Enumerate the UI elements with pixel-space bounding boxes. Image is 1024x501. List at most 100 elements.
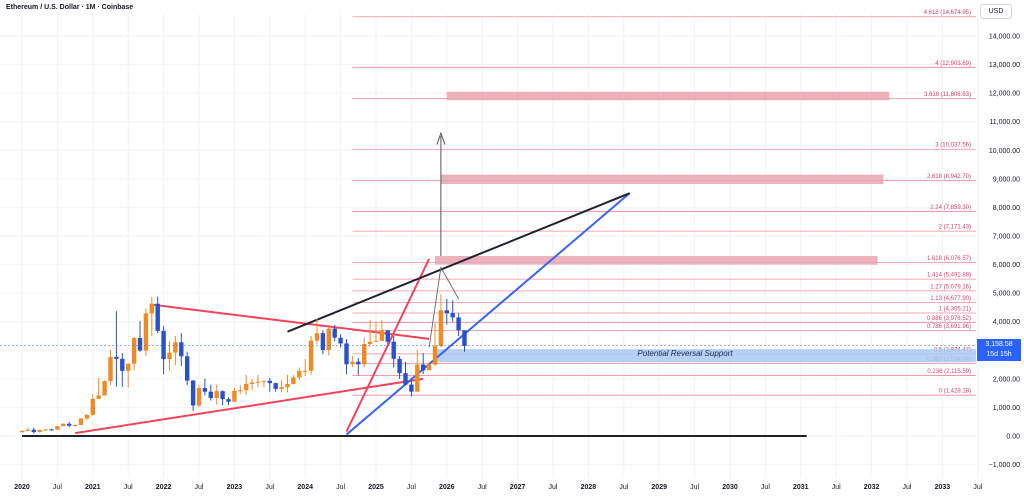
candle bbox=[202, 388, 208, 392]
candle bbox=[273, 383, 278, 389]
candle bbox=[161, 330, 166, 360]
projection-path bbox=[428, 266, 459, 348]
candle bbox=[285, 384, 290, 388]
x-tick-label: Jul bbox=[265, 484, 274, 491]
y-tick-label: 12,000.00 bbox=[989, 91, 1020, 98]
candle bbox=[61, 423, 66, 427]
x-tick-label: 2029 bbox=[651, 484, 667, 491]
candle bbox=[297, 370, 302, 378]
projection-arrowhead bbox=[436, 131, 446, 145]
candle bbox=[90, 398, 95, 415]
candle bbox=[37, 430, 42, 433]
x-tick-label: 2023 bbox=[227, 484, 243, 491]
candle bbox=[155, 303, 160, 331]
x-tick-label: Jul bbox=[619, 484, 628, 491]
current-price-value: 3,158.58 bbox=[985, 341, 1013, 348]
candle bbox=[350, 361, 355, 365]
x-tick-label: Jul bbox=[832, 484, 841, 491]
x-tick-label: Jul bbox=[973, 484, 982, 491]
candle bbox=[84, 414, 90, 419]
fib-label: 3 (10,037.56) bbox=[935, 143, 971, 149]
candle bbox=[379, 330, 385, 341]
x-tick-label: 2027 bbox=[510, 484, 526, 491]
fib-label: 2.618 (8,942.70) bbox=[927, 174, 971, 180]
fib-label: 0 (1,429.18) bbox=[939, 389, 971, 395]
y-tick-label: 7,000.00 bbox=[993, 234, 1020, 241]
candle bbox=[167, 352, 172, 360]
x-tick-label: Jul bbox=[690, 484, 699, 491]
target-zone bbox=[446, 91, 890, 101]
candle bbox=[438, 310, 444, 346]
fib-label: 0.886 (3,978.52) bbox=[927, 316, 971, 322]
candle-countdown: 15d 15h bbox=[986, 351, 1012, 358]
candle bbox=[67, 423, 72, 426]
y-tick-label: 14,000.00 bbox=[989, 34, 1020, 41]
candle bbox=[72, 425, 78, 426]
candle bbox=[120, 358, 125, 371]
candle bbox=[261, 380, 267, 382]
x-tick-label: 2028 bbox=[581, 484, 597, 491]
fib-label: 1.618 (6,076.57) bbox=[927, 256, 971, 262]
candle bbox=[114, 356, 119, 359]
candle bbox=[344, 343, 349, 365]
candle bbox=[232, 390, 237, 402]
trendline-blue-channel bbox=[345, 192, 631, 436]
candle bbox=[255, 381, 261, 383]
candle bbox=[444, 310, 449, 314]
candle bbox=[179, 342, 184, 357]
candle bbox=[320, 333, 326, 350]
fib-label: 1 (4,305.21) bbox=[939, 306, 971, 312]
candle bbox=[403, 373, 408, 385]
y-tick-label: 10,000.00 bbox=[989, 148, 1020, 155]
x-tick-label: Jul bbox=[478, 484, 487, 491]
candle bbox=[214, 391, 219, 398]
candle bbox=[220, 391, 225, 400]
currency-selector[interactable]: USD bbox=[980, 4, 1012, 19]
x-tick-label: 2025 bbox=[368, 484, 384, 491]
y-tick-label: −1,000.00 bbox=[989, 462, 1020, 469]
candle bbox=[238, 390, 243, 392]
candle bbox=[185, 356, 190, 381]
x-tick-label: Jul bbox=[549, 484, 558, 491]
x-tick-label: Jul bbox=[407, 484, 416, 491]
target-zone bbox=[440, 174, 884, 184]
x-tick-label: Jul bbox=[903, 484, 912, 491]
x-tick-label: 2020 bbox=[14, 484, 30, 491]
candle bbox=[78, 418, 84, 425]
candle bbox=[108, 356, 113, 382]
candle bbox=[373, 340, 379, 342]
candle bbox=[450, 313, 455, 318]
candle bbox=[55, 426, 60, 430]
candle bbox=[391, 341, 396, 359]
x-tick-label: Jul bbox=[336, 484, 345, 491]
candle bbox=[102, 381, 107, 396]
x-tick-label: Jul bbox=[761, 484, 770, 491]
current-price-tag: 3,158.58 15d 15h bbox=[977, 339, 1021, 361]
fib-label: 0.236 (2,115.59) bbox=[927, 369, 971, 375]
candle bbox=[421, 364, 426, 371]
fib-label: 4 (12,903.69) bbox=[935, 61, 971, 67]
candle bbox=[456, 317, 461, 331]
y-tick-label: 5,000.00 bbox=[993, 291, 1020, 298]
trendline-black-rising bbox=[287, 192, 631, 333]
candle bbox=[308, 340, 314, 371]
y-tick-label: 13,000.00 bbox=[989, 62, 1020, 69]
candle bbox=[249, 382, 255, 384]
x-tick-label: 2030 bbox=[722, 484, 738, 491]
x-tick-label: Jul bbox=[53, 484, 62, 491]
x-tick-label: 2026 bbox=[439, 484, 455, 491]
target-zone bbox=[435, 256, 878, 265]
candle bbox=[126, 363, 131, 371]
x-tick-label: 2022 bbox=[156, 484, 172, 491]
candle bbox=[196, 388, 202, 406]
x-tick-label: 2024 bbox=[297, 484, 313, 491]
candle bbox=[31, 429, 36, 433]
candle bbox=[173, 342, 178, 353]
y-tick-label: 11,000.00 bbox=[989, 119, 1020, 126]
fib-label: 1.13 (4,677.90) bbox=[930, 296, 971, 302]
fib-label: 1.414 (5,491.88) bbox=[927, 273, 971, 279]
x-tick-label: 2021 bbox=[85, 484, 101, 491]
x-tick-label: 2032 bbox=[864, 484, 880, 491]
